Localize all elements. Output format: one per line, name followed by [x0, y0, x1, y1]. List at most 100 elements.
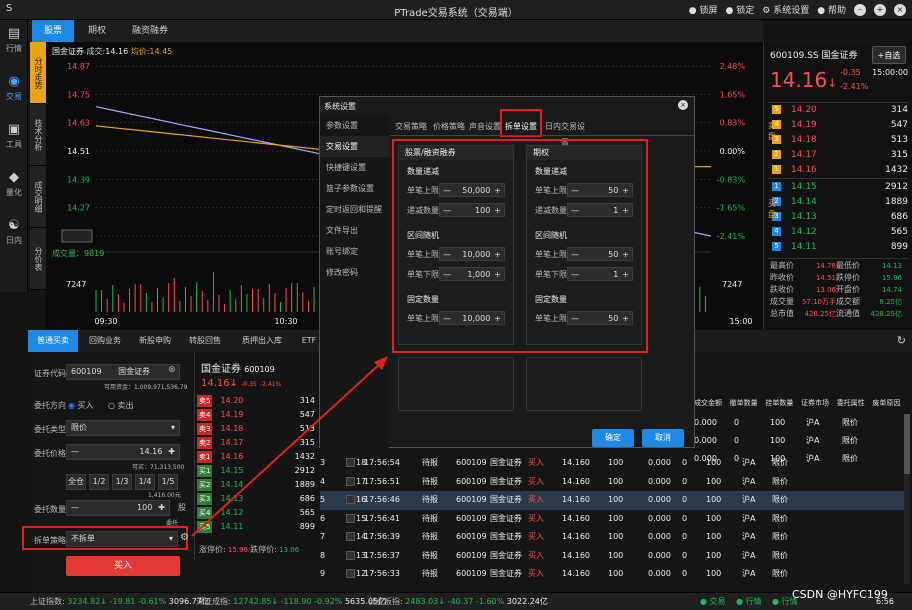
close-icon[interactable]: × [678, 100, 688, 110]
tab-split[interactable]: 拆单设置 [505, 122, 537, 131]
column-header[interactable]: 废单原因 [872, 399, 901, 407]
setting-stepper[interactable]: — 1 + [567, 203, 633, 217]
nav-trade[interactable]: ◉ 交易 [0, 68, 28, 116]
side-password[interactable]: 修改密码 [326, 268, 358, 277]
plus-icon[interactable]: + [622, 313, 629, 323]
buy-radio[interactable]: ◉ 买入 [68, 400, 94, 411]
buy-level[interactable]: 3 14.13 686 [772, 209, 908, 224]
plus-icon[interactable]: + [622, 205, 629, 215]
tab-etf[interactable]: ETF [301, 336, 317, 345]
scrollbar-thumb[interactable] [904, 414, 910, 474]
setting-stepper[interactable]: — 50,000 + [439, 183, 505, 197]
mini-sell-level[interactable]: 卖2 14.17 315 [197, 436, 319, 450]
minus-icon[interactable]: — [443, 185, 451, 195]
lock-button[interactable]: ● 锁定 [726, 3, 755, 16]
row-checkbox[interactable] [346, 495, 355, 504]
row-checkbox[interactable] [346, 550, 355, 560]
column-header[interactable]: 挂单数量 [765, 399, 794, 407]
frac-all[interactable]: 全仓 [66, 474, 86, 490]
side-basket[interactable]: 篮子参数设置 [326, 184, 374, 193]
qty-stepper[interactable]: — ✚ 100 [66, 500, 170, 516]
minus-icon[interactable]: — [571, 269, 579, 279]
add-watch-button[interactable]: +自选 [872, 46, 906, 64]
frac-fifth[interactable]: 1/5 [158, 474, 178, 490]
mini-buy-level[interactable]: 买5 14.11 899 [197, 520, 319, 534]
minimize-icon[interactable]: – [854, 3, 866, 16]
tab-ipo[interactable]: 新股申购 [139, 336, 171, 345]
plus-icon[interactable]: ✚ [168, 447, 175, 456]
frac-quarter[interactable]: 1/4 [135, 474, 155, 490]
refresh-icon[interactable]: ↻ [896, 334, 906, 347]
mini-sell-level[interactable]: 卖5 14.20 314 [197, 394, 319, 408]
nav-tools[interactable]: ▣ 工具 [0, 116, 28, 164]
side-hotkeys[interactable]: 快捷键设置 [326, 163, 366, 172]
tab-stock[interactable]: 股票 [32, 20, 74, 42]
sell-level[interactable]: 3 14.18 513 [772, 132, 908, 147]
plus-icon[interactable]: + [622, 249, 629, 259]
table-row[interactable]: 6 15 17:56:41 待报 600109 国金证券 买入 14.160 100 0.000 0… [320, 510, 904, 529]
setting-stepper[interactable]: — 50 + [567, 183, 633, 197]
sell-radio[interactable]: ○ 卖出 [108, 400, 134, 411]
order-type-select[interactable]: 限价 ▾ [66, 420, 180, 436]
mini-sell-level[interactable]: 卖3 14.18 513 [197, 422, 319, 436]
tab-pledge[interactable]: 质押出入库 [242, 336, 282, 345]
minus-icon[interactable]: — [443, 249, 451, 259]
frac-half[interactable]: 1/2 [89, 474, 109, 490]
table-row[interactable]: 0.000 0 100 沪A 限价 [694, 414, 908, 432]
minus-icon[interactable]: — [443, 313, 451, 323]
mini-buy-level[interactable]: 买4 14.12 565 [197, 506, 319, 520]
settings-button[interactable]: ⚙ 系统设置 [762, 3, 809, 16]
close-icon[interactable]: × [894, 3, 906, 16]
tab-convert[interactable]: 转股回售 [189, 336, 221, 345]
side-account[interactable]: 账号绑定 [326, 247, 358, 256]
column-header[interactable]: 证券市场 [801, 399, 830, 407]
table-row[interactable]: 9 12 17:56:33 待报 600109 国金证券 买入 14.160 100 0.000 0… [320, 565, 904, 584]
lock-screen-button[interactable]: ● 锁屏 [689, 3, 718, 16]
minus-icon[interactable]: — [71, 503, 79, 512]
minus-icon[interactable]: — [571, 313, 579, 323]
minus-icon[interactable]: — [571, 205, 579, 215]
table-row[interactable]: 4 17 17:56:51 待报 600109 国金证券 买入 14.160 100 0.000 0… [320, 473, 904, 492]
sell-level[interactable]: 1 14.16 1432 [772, 162, 908, 177]
column-header[interactable]: 撤单数量 [729, 399, 758, 407]
price-stepper[interactable]: — ✚ 14.16 [66, 444, 180, 460]
column-header[interactable]: 成交金额 [694, 399, 722, 407]
minus-icon[interactable]: — [71, 447, 79, 456]
plus-icon[interactable]: + [494, 249, 501, 259]
tab-options[interactable]: 期权 [87, 26, 106, 36]
plus-icon[interactable]: ✚ [158, 503, 165, 512]
sell-level[interactable]: 2 14.17 315 [772, 147, 908, 162]
table-row[interactable]: 8 13 17:56:37 待报 600109 国金证券 买入 14.160 100 0.000 0… [320, 547, 904, 566]
mini-buy-level[interactable]: 买2 14.14 1889 [197, 478, 319, 492]
sell-level[interactable]: 5 14.20 314 [772, 102, 908, 117]
cancel-button[interactable]: 取消 [642, 429, 684, 447]
tab-repo[interactable]: 回购业务 [89, 336, 121, 345]
tab-margin[interactable]: 融资融券 [131, 26, 168, 36]
setting-stepper[interactable]: — 10,000 + [439, 311, 505, 325]
maximize-icon[interactable]: + [874, 3, 886, 16]
row-checkbox[interactable] [346, 513, 355, 523]
buy-level[interactable]: 5 14.11 899 [772, 239, 908, 254]
ok-button[interactable]: 确定 [592, 429, 634, 447]
sell-level[interactable]: 4 14.19 547 [772, 117, 908, 132]
side-params[interactable]: 参数设置 [326, 121, 358, 130]
tab-normal-trade[interactable]: 普通买卖 [28, 330, 78, 352]
setting-stepper[interactable]: — 10,000 + [439, 247, 505, 261]
table-row[interactable]: 0.000 0 100 沪A 限价 [694, 432, 908, 450]
table-row[interactable]: 5 16 17:56:46 待报 600109 国金证券 买入 14.160 100 0.000 0… [320, 491, 904, 510]
mini-sell-level[interactable]: 卖1 14.16 1432 [197, 450, 319, 464]
help-button[interactable]: ● 帮助 [817, 3, 846, 16]
plus-icon[interactable]: + [494, 205, 501, 215]
buy-level[interactable]: 2 14.14 1889 [772, 194, 908, 209]
plus-icon[interactable]: + [494, 313, 501, 323]
frac-third[interactable]: 1/3 [112, 474, 132, 490]
minus-icon[interactable]: — [571, 185, 579, 195]
tab-price-strategy[interactable]: 价格策略 [433, 122, 465, 131]
split-select[interactable]: 不拆单 ▾ [66, 531, 178, 547]
nav-quote[interactable]: ▤ 行情 [0, 20, 28, 68]
tab-trade-strategy[interactable]: 交易策略 [395, 122, 427, 131]
table-row[interactable]: 7 14 17:56:39 待报 600109 国金证券 买入 14.160 100 0.000 0… [320, 528, 904, 547]
tab-intraday[interactable]: 日内交易设置 [545, 122, 585, 147]
buy-level[interactable]: 4 14.12 565 [772, 224, 908, 239]
minus-icon[interactable]: — [571, 249, 579, 259]
